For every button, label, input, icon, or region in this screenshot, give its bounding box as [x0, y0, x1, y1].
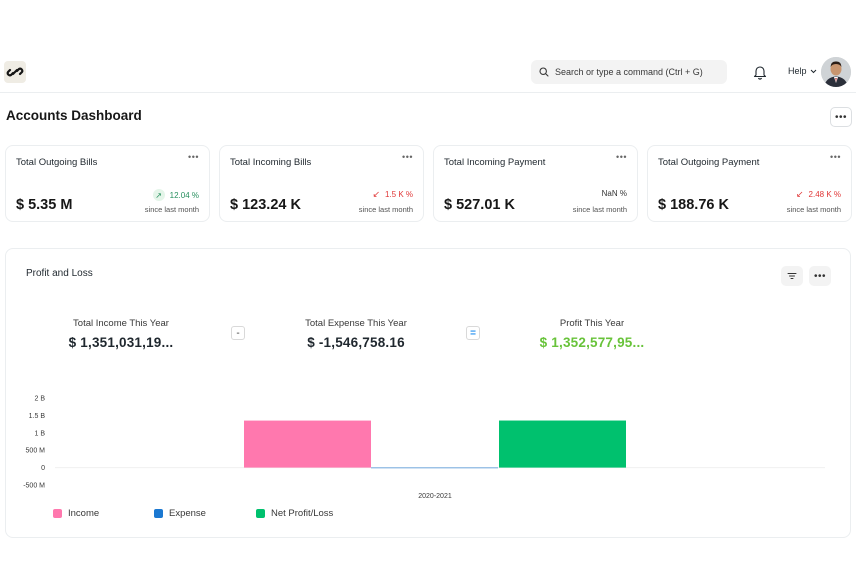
help-label: Help [788, 66, 807, 76]
panel-options-button[interactable]: ••• [809, 266, 831, 286]
metric-label: Profit This Year [559, 318, 625, 329]
page-title: Accounts Dashboard [6, 108, 142, 123]
metric-label: Total Expense This Year [305, 318, 407, 329]
card-since-label: since last month [572, 205, 627, 214]
card-change-value: 1.5 K % [384, 190, 413, 199]
metric-value: $ -1,546,758.16 [307, 335, 405, 350]
user-photo-icon [821, 57, 851, 87]
metric-profit: Profit This Year $ 1,352,577,95... [526, 318, 658, 350]
card-title: Total Incoming Payment [444, 157, 546, 168]
legend-swatch [154, 509, 163, 518]
y-tick-label: 500 M [26, 448, 46, 455]
legend-swatch [256, 509, 265, 518]
card-total-incoming-bills: Total Incoming Bills ••• $ 123.24 K ↙ 1.… [219, 145, 424, 222]
bar-income[interactable] [244, 420, 371, 468]
navbar: Search or type a command (Ctrl + G) Help [0, 52, 856, 93]
equals-operator: = [466, 326, 480, 340]
legend-item-expense[interactable]: Expense [154, 508, 206, 519]
chain-link-icon [6, 67, 24, 77]
card-change: NaN % [602, 189, 627, 198]
card-title: Total Incoming Bills [230, 157, 312, 168]
card-title: Total Outgoing Payment [658, 157, 760, 168]
y-tick-label: 1.5 B [29, 413, 46, 420]
bar-expense[interactable] [371, 467, 498, 469]
card-change: ↙ 2.48 K % [796, 189, 841, 200]
filter-button[interactable] [781, 266, 803, 286]
card-total-incoming-payment: Total Incoming Payment ••• $ 527.01 K Na… [433, 145, 638, 222]
more-options-icon: ••• [834, 111, 847, 123]
legend-swatch [53, 509, 62, 518]
card-options-button[interactable]: ••• [402, 152, 413, 162]
y-tick-label: 2 B [34, 396, 45, 403]
arrow-up-icon: ↗ [152, 189, 165, 201]
bell-icon [753, 66, 767, 80]
legend-label: Net Profit/Loss [271, 508, 334, 519]
card-title: Total Outgoing Bills [16, 157, 98, 168]
metric-value: $ 1,351,031,19... [68, 335, 174, 350]
y-tick-label: -500 M [23, 483, 45, 490]
arrow-down-icon: ↙ [372, 189, 380, 199]
card-value: $ 188.76 K [658, 197, 729, 213]
card-since-label: since last month [786, 205, 841, 214]
help-dropdown[interactable]: Help [788, 66, 817, 76]
card-total-outgoing-payment: Total Outgoing Payment ••• $ 188.76 K ↙ … [647, 145, 852, 222]
card-options-button[interactable]: ••• [188, 152, 199, 162]
more-options-icon: ••• [813, 270, 826, 282]
card-change: ↙ 1.5 K % [372, 189, 413, 200]
legend-label: Income [68, 508, 100, 519]
metric-value: $ 1,352,577,95... [539, 335, 645, 350]
card-since-label: since last month [358, 205, 413, 214]
search-icon [539, 67, 549, 77]
profit-loss-panel: Profit and Loss ••• [5, 248, 851, 538]
metric-total-expense: Total Expense This Year $ -1,546,758.16 [290, 318, 422, 350]
card-since-label: since last month [144, 205, 199, 214]
card-options-button[interactable]: ••• [616, 152, 627, 162]
card-change-value: 12.04 % [169, 190, 199, 200]
profit-loss-chart: 2 B 1.5 B 1 B 500 M 0 -500 M 2020-2021 [23, 396, 825, 500]
user-avatar[interactable] [821, 57, 851, 87]
panel-title: Profit and Loss [26, 268, 93, 279]
card-value: $ 527.01 K [444, 197, 515, 213]
legend-item-income[interactable]: Income [53, 508, 99, 519]
bar-net-profit-loss[interactable] [499, 420, 626, 468]
chevron-down-icon [810, 69, 816, 73]
card-options-button[interactable]: ••• [830, 152, 841, 162]
card-change: ↗ 12.04 % [152, 189, 199, 201]
legend-item-net-profit-loss[interactable]: Net Profit/Loss [256, 508, 333, 519]
card-change-value: 2.48 K % [808, 190, 841, 199]
x-tick-label: 2020-2021 [418, 493, 452, 500]
metric-total-income: Total Income This Year $ 1,351,031,19... [55, 318, 187, 350]
minus-operator: - [231, 326, 245, 340]
metric-label: Total Income This Year [73, 318, 169, 329]
app-logo[interactable] [4, 61, 26, 83]
filter-icon [787, 273, 797, 279]
y-tick-label: 0 [41, 465, 45, 472]
notifications-button[interactable] [753, 64, 767, 80]
legend-label: Expense [169, 508, 206, 519]
search-bar[interactable]: Search or type a command (Ctrl + G) [531, 60, 727, 84]
card-value: $ 123.24 K [230, 197, 301, 213]
arrow-down-icon: ↙ [795, 189, 804, 199]
card-change-value: NaN % [601, 189, 627, 198]
page-options-button[interactable]: ••• [830, 107, 852, 127]
card-value: $ 5.35 M [16, 197, 73, 213]
y-tick-label: 1 B [34, 430, 45, 437]
card-total-outgoing-bills: Total Outgoing Bills ••• $ 5.35 M ↗ 12.0… [5, 145, 210, 222]
search-placeholder: Search or type a command (Ctrl + G) [555, 67, 703, 77]
